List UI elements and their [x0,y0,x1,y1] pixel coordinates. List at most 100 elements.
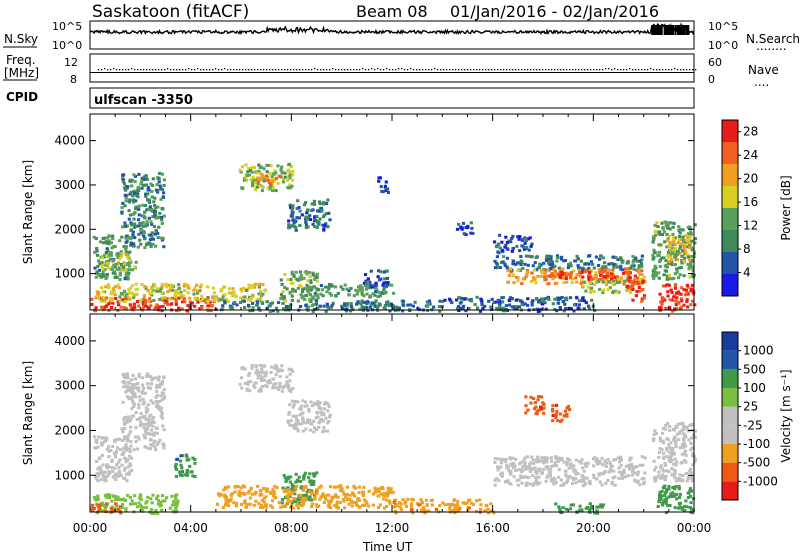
data-cell [668,425,672,428]
data-cell [552,268,556,272]
data-cell [269,490,273,494]
data-cell [288,379,292,383]
data-cell [593,511,597,515]
data-cell [552,478,557,482]
data-cell [121,400,125,404]
data-cell [103,479,107,483]
data-cell [117,466,121,469]
data-cell [471,231,475,235]
freq-point [191,69,193,71]
data-cell [674,445,678,448]
data-cell [660,489,664,493]
data-cell [160,508,164,512]
data-cell [674,291,678,295]
data-cell [298,209,302,213]
data-cell [666,237,670,241]
data-cell [257,389,261,393]
data-cell [691,452,695,455]
data-cell [126,472,130,476]
data-cell [306,290,310,294]
data-cell [264,370,268,374]
data-cell [426,301,431,305]
data-cell [117,286,121,290]
data-cell [150,432,154,436]
data-cell [688,506,692,509]
data-cell [610,261,614,265]
data-cell [480,301,484,305]
data-cell [299,479,303,483]
data-cell [141,203,145,207]
data-cell [684,453,688,457]
data-cell [582,299,586,303]
data-cell [534,281,538,285]
data-cell [155,443,159,447]
data-cell [294,424,298,428]
data-cell [220,297,224,301]
data-cell [545,259,549,262]
data-cell [691,275,695,279]
freq-point [347,69,349,71]
data-cell [622,282,626,286]
data-cell [382,497,386,501]
freq-point [572,69,574,71]
data-cell [587,277,591,281]
data-cell [636,270,641,274]
freq-point [509,69,511,71]
data-cell [689,303,693,307]
data-cell [303,287,307,291]
data-cell [493,259,497,263]
data-cell [671,240,675,244]
data-cell [127,209,131,213]
data-cell [543,270,547,274]
data-cell [299,493,303,497]
data-cell [556,296,560,300]
data-cell [493,457,498,460]
data-cell [500,296,504,300]
data-cell [652,251,657,255]
data-cell [124,276,128,280]
data-cell [399,507,404,511]
data-region [238,363,295,393]
data-cell [259,503,264,507]
data-cell [679,297,683,301]
data-cell [345,302,350,306]
data-cell [677,438,681,442]
data-cell [687,266,691,270]
data-cell [325,290,329,294]
data-cell [152,416,156,419]
data-cell [475,295,479,299]
data-cell [158,504,162,508]
data-cell [176,501,180,505]
data-cell [144,417,148,421]
data-cell [611,271,615,275]
data-cell [684,288,688,292]
data-cell [565,463,569,467]
data-cell [676,240,680,244]
data-cell [411,304,415,308]
data-cell [460,296,464,300]
data-cell [259,488,263,492]
data-cell [630,264,634,268]
data-cell [129,440,133,444]
data-cell [675,460,679,464]
data-cell [145,410,149,414]
data-cell [162,214,166,218]
data-cell [679,227,683,231]
data-cell [673,283,677,287]
data-cell [601,267,605,270]
data-cell [665,469,669,473]
colorbar-tick-label: 4 [743,266,751,280]
data-cell [601,291,605,295]
data-cell [109,251,113,255]
data-cell [463,297,467,301]
data-cell [379,277,383,281]
data-cell [234,504,239,508]
data-cell [126,415,130,419]
data-cell [673,435,677,439]
data-cell [166,302,170,306]
data-cell [315,275,319,279]
data-cell [144,406,148,410]
colorbar-frame [721,331,739,501]
data-cell [305,208,310,212]
data-cell [165,285,169,289]
